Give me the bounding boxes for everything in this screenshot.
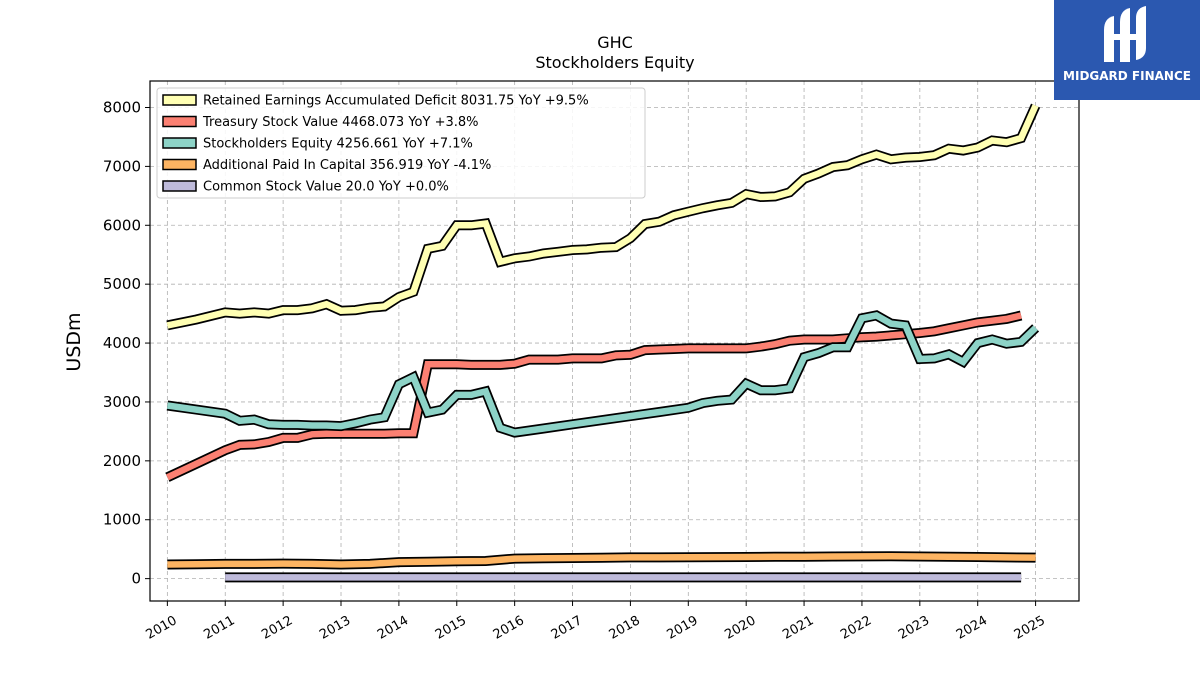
x-tick-label: 2012 [259,613,295,643]
series-line [166,312,1022,481]
y-tick-label: 2000 [103,452,141,470]
chart-title: GHC [597,33,633,52]
midgard-logo-icon [1104,6,1146,62]
series-line [166,104,1039,329]
y-tick-label: 5000 [103,275,141,293]
y-axis-ticks: 0 1000 2000 3000 4000 5000 6000 7000 8000 [103,99,150,588]
legend-entry: Stockholders Equity 4256.661 YoY +7.1% [203,137,473,152]
brand-name: MIDGARD FINANCE [1063,69,1191,83]
y-axis-label: USDm [63,312,85,371]
y-tick-label: 1000 [103,511,141,529]
x-tick-label: 2017 [549,613,585,643]
legend-entry: Retained Earnings Accumulated Deficit 80… [203,94,589,109]
series-line [167,552,1036,568]
legend-box [156,87,646,199]
legend-swatch [162,115,197,128]
y-tick-label: 3000 [103,393,141,411]
x-tick-label: 2018 [607,613,643,643]
x-tick-label: 2019 [664,613,700,643]
x-tick-label: 2025 [1012,613,1048,643]
x-tick-label: 2023 [896,613,932,643]
y-tick-label: 4000 [103,334,141,352]
midgard-finance-logo: MIDGARD FINANCE [1054,0,1200,100]
x-tick-label: 2010 [144,613,180,643]
series-3 [167,551,1036,570]
series-1 [165,310,1023,482]
series-0 [166,103,1041,331]
legend-entry: Treasury Stock Value 4468.073 YoY +3.8% [202,115,479,130]
chart-subtitle: Stockholders Equity [535,53,694,72]
legend-entry: Common Stock Value 20.0 YoY +0.0% [203,180,449,195]
x-tick-label: 2015 [433,613,469,643]
x-tick-label: 2016 [491,613,527,643]
legend-swatch [162,137,197,149]
legend-swatch [162,158,197,171]
plot-frame [149,80,1080,602]
legend-swatch [162,180,197,192]
x-tick-label: 2021 [780,613,816,643]
y-tick-label: 7000 [103,157,141,175]
x-tick-label: 2013 [317,613,353,643]
x-tick-label: 2024 [954,613,990,643]
series-lines [165,103,1041,583]
y-tick-label: 0 [131,570,141,588]
y-tick-label: 6000 [103,216,141,234]
legend-swatch [162,94,197,106]
x-axis-ticks: 2010 2011 2012 2013 2014 2015 2016 2017 2018 2019… [144,601,1048,643]
series-outline [165,310,1023,482]
x-tick-label: 2011 [201,613,237,643]
x-tick-label: 2014 [375,613,411,643]
series-line [166,311,1038,436]
series-2 [166,310,1040,438]
legend-entry: Additional Paid In Capital 356.919 YoY -… [203,158,491,173]
x-tick-label: 2022 [838,613,874,643]
legend: Retained Earnings Accumulated Deficit 80… [156,87,646,199]
x-tick-label: 2020 [722,613,758,643]
y-tick-label: 8000 [103,99,141,117]
